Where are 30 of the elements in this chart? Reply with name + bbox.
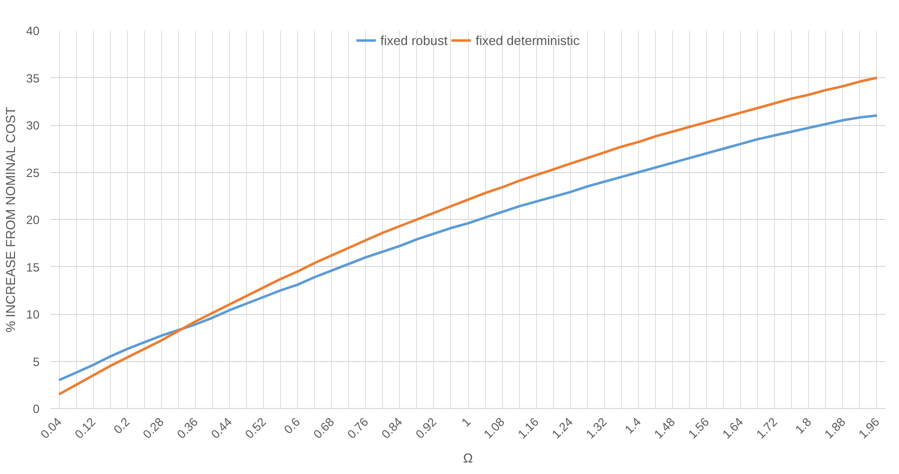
x-tick-label: 1.4 [622,414,644,437]
y-tick-label: 30 [26,118,40,132]
y-tick-label: 35 [26,71,40,86]
x-tick-label: 0.04 [38,414,65,442]
x-axis-title: Ω [463,450,474,466]
x-tick-label: 0.44 [208,414,235,442]
y-tick-label: 40 [26,24,40,38]
x-tick-label: 1.8 [792,414,814,437]
y-tick-label: 10 [26,308,40,322]
x-tick-label: 0.28 [140,414,167,442]
x-tick-label: 0.76 [344,414,372,442]
y-tick-label: 25 [26,166,40,180]
x-tick-label: 0.6 [281,414,304,437]
y-tick-label: 5 [32,354,40,369]
line-series [58,114,878,382]
y-tick-label: 15 [26,260,40,274]
x-tick-label: 0.92 [412,414,440,442]
x-tick-label: 1 [458,414,474,430]
x-tick-label: 0.84 [378,414,406,442]
x-tick-label: 0.68 [310,414,338,442]
legend-label: fixed robust [380,32,448,48]
y-tick-label: 20 [26,213,40,227]
x-tick-label: 0.36 [174,414,201,442]
line-series [58,76,878,396]
x-tick-label: 0.2 [110,414,133,437]
legend-label: fixed deterministic [476,32,580,48]
x-tick-label: 0.52 [242,414,270,442]
y-axis-title: % INCREASE FROM NOMINAL COST [3,106,18,333]
y-tick-label: 0 [32,402,40,416]
x-tick-label: 0.12 [72,414,99,442]
